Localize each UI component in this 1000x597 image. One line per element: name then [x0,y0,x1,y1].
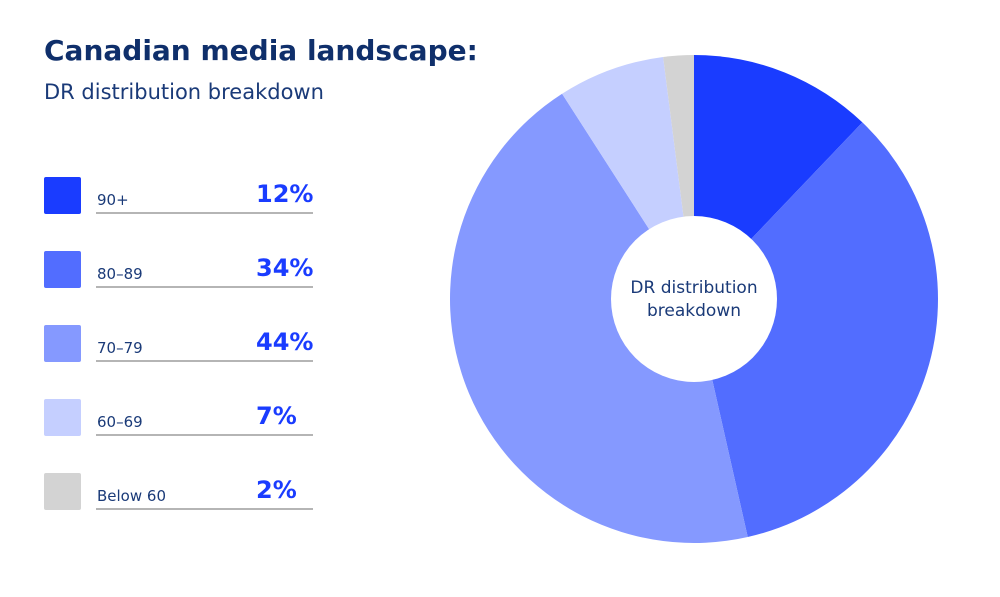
legend: 90+ 12% 80–89 34% 70–79 44% 60–69 7% Bel… [44,177,344,547]
legend-item-60-69: 60–69 7% [44,399,344,473]
legend-label: Below 60 [97,487,166,505]
legend-label: 80–89 [97,265,143,283]
legend-label: 90+ [97,191,129,209]
legend-divider [96,434,313,436]
donut-slice-70-79 [449,93,748,544]
legend-value: 2% [256,476,297,504]
legend-item-90-plus: 90+ 12% [44,177,344,251]
legend-value: 34% [256,254,314,282]
legend-divider [96,212,313,214]
legend-swatch [44,473,81,510]
legend-value: 7% [256,402,297,430]
legend-divider [96,286,313,288]
legend-swatch [44,399,81,436]
donut-slices [449,55,938,544]
legend-swatch [44,325,81,362]
chart-subtitle: DR distribution breakdown [44,80,324,104]
center-label-line-1: DR distribution [630,278,757,298]
legend-item-below-60: Below 60 2% [44,473,344,547]
legend-item-70-79: 70–79 44% [44,325,344,399]
legend-swatch [44,177,81,214]
legend-value: 12% [256,180,314,208]
donut-hole [611,216,777,382]
center-label-line-2: breakdown [647,301,741,321]
legend-value: 44% [256,328,314,356]
chart-title: Canadian media landscape: [44,34,478,67]
legend-divider [96,508,313,510]
legend-swatch [44,251,81,288]
legend-label: 70–79 [97,339,143,357]
donut-slice-80-89 [694,122,938,538]
legend-divider [96,360,313,362]
legend-label: 60–69 [97,413,143,431]
legend-item-80-89: 80–89 34% [44,251,344,325]
